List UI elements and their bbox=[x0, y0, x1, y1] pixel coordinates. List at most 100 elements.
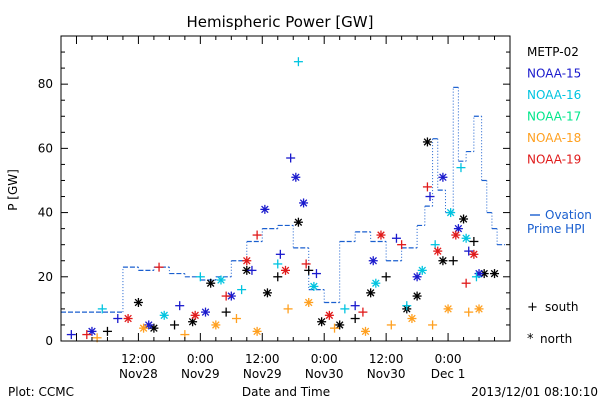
data-point bbox=[412, 272, 422, 282]
x-tick-label-time: 12:00 bbox=[245, 352, 280, 366]
data-point bbox=[340, 304, 350, 314]
data-point bbox=[451, 230, 461, 240]
data-point bbox=[299, 198, 309, 208]
marker-stroke bbox=[206, 279, 215, 287]
marker-stroke bbox=[462, 234, 470, 243]
south-marker-label: south bbox=[545, 300, 579, 314]
data-point bbox=[159, 310, 169, 320]
data-point bbox=[97, 304, 107, 314]
data-point bbox=[397, 240, 407, 250]
data-point bbox=[87, 326, 97, 336]
data-point bbox=[281, 265, 290, 275]
data-point bbox=[448, 256, 458, 266]
legend-entry: NOAA-15 bbox=[527, 67, 581, 81]
marker-stroke bbox=[452, 231, 460, 239]
axes: 02040608012:00Nov280:00Nov2912:00Nov290:… bbox=[38, 35, 511, 381]
x-tick-label-time: 0:00 bbox=[311, 352, 338, 366]
data-point bbox=[433, 246, 443, 256]
marker-stroke bbox=[281, 266, 290, 275]
marker-stroke bbox=[191, 311, 199, 320]
data-point bbox=[252, 326, 262, 336]
marker-stroke bbox=[243, 256, 251, 265]
data-point bbox=[283, 304, 293, 314]
data-point bbox=[66, 330, 76, 340]
data-point bbox=[293, 57, 303, 67]
marker-stroke bbox=[243, 266, 251, 275]
marker-stroke bbox=[325, 311, 334, 320]
north-marker-symbol: * bbox=[527, 332, 534, 347]
data-point bbox=[311, 269, 321, 279]
data-point bbox=[262, 288, 272, 298]
data-point bbox=[273, 259, 283, 269]
y-tick-label: 20 bbox=[38, 270, 53, 284]
data-point bbox=[170, 320, 180, 330]
data-point bbox=[368, 256, 378, 266]
x-tick-label-time: 12:00 bbox=[121, 352, 156, 366]
marker-stroke bbox=[310, 282, 318, 291]
data-point bbox=[216, 275, 226, 285]
data-point bbox=[133, 297, 143, 307]
data-point bbox=[123, 314, 133, 324]
data-point bbox=[144, 320, 154, 330]
marker-stroke bbox=[459, 215, 468, 223]
marker-stroke bbox=[150, 324, 158, 332]
data-point bbox=[425, 192, 435, 202]
marker-stroke bbox=[144, 321, 153, 329]
data-point bbox=[438, 256, 448, 266]
x-tick-label-date: Nov28 bbox=[119, 367, 158, 381]
data-point bbox=[456, 163, 466, 173]
data-point bbox=[252, 230, 262, 240]
data-point bbox=[260, 204, 270, 214]
ovation-series bbox=[61, 86, 506, 313]
marker-stroke bbox=[470, 250, 478, 259]
legend-ovation-label: Ovation bbox=[545, 208, 592, 222]
data-point bbox=[360, 326, 370, 336]
data-point bbox=[82, 330, 92, 340]
legend: METP-02 NOAA-15 NOAA-16 NOAA-17 NOAA-18 NOAA-… bbox=[527, 45, 592, 236]
data-point bbox=[304, 265, 314, 275]
marker-stroke bbox=[292, 173, 300, 182]
data-point bbox=[438, 172, 448, 182]
marker-stroke bbox=[413, 273, 421, 281]
legend-entry: METP-02 bbox=[527, 45, 579, 59]
marker-stroke bbox=[408, 314, 416, 323]
data-point bbox=[206, 278, 216, 288]
marker-stroke bbox=[413, 292, 421, 300]
plot-frame bbox=[60, 35, 511, 342]
data-point bbox=[324, 310, 334, 320]
data-point bbox=[391, 233, 401, 243]
data-point bbox=[330, 323, 340, 333]
marker-stroke bbox=[335, 321, 344, 329]
data-point bbox=[443, 304, 453, 314]
marker-stroke bbox=[201, 308, 210, 316]
data-point bbox=[190, 310, 200, 320]
data-point bbox=[402, 301, 412, 311]
data-point bbox=[317, 317, 327, 327]
y-axis-label: P [GW] bbox=[6, 169, 20, 211]
data-point bbox=[304, 297, 314, 307]
data-point bbox=[386, 320, 396, 330]
y-tick-label: 40 bbox=[38, 206, 53, 220]
marker-stroke bbox=[490, 269, 499, 278]
data-point bbox=[286, 153, 296, 163]
marker-stroke bbox=[439, 173, 447, 182]
marker-stroke bbox=[253, 327, 261, 336]
data-point bbox=[102, 326, 112, 336]
marker-stroke bbox=[439, 256, 447, 265]
data-point bbox=[293, 217, 303, 227]
data-point bbox=[139, 323, 149, 333]
north-marker-label: north bbox=[540, 332, 572, 346]
data-point bbox=[221, 307, 231, 317]
marker-stroke bbox=[263, 289, 272, 297]
marker-stroke bbox=[446, 208, 455, 217]
data-point bbox=[350, 301, 360, 311]
marker-stroke bbox=[294, 218, 303, 226]
data-points bbox=[66, 57, 500, 343]
marker-stroke bbox=[134, 298, 143, 307]
y-tick-label: 80 bbox=[38, 77, 53, 91]
x-tick-label-time: 12:00 bbox=[369, 352, 404, 366]
data-point bbox=[469, 249, 479, 259]
data-point bbox=[154, 262, 164, 272]
x-axis-label: Date and Time bbox=[242, 385, 330, 399]
